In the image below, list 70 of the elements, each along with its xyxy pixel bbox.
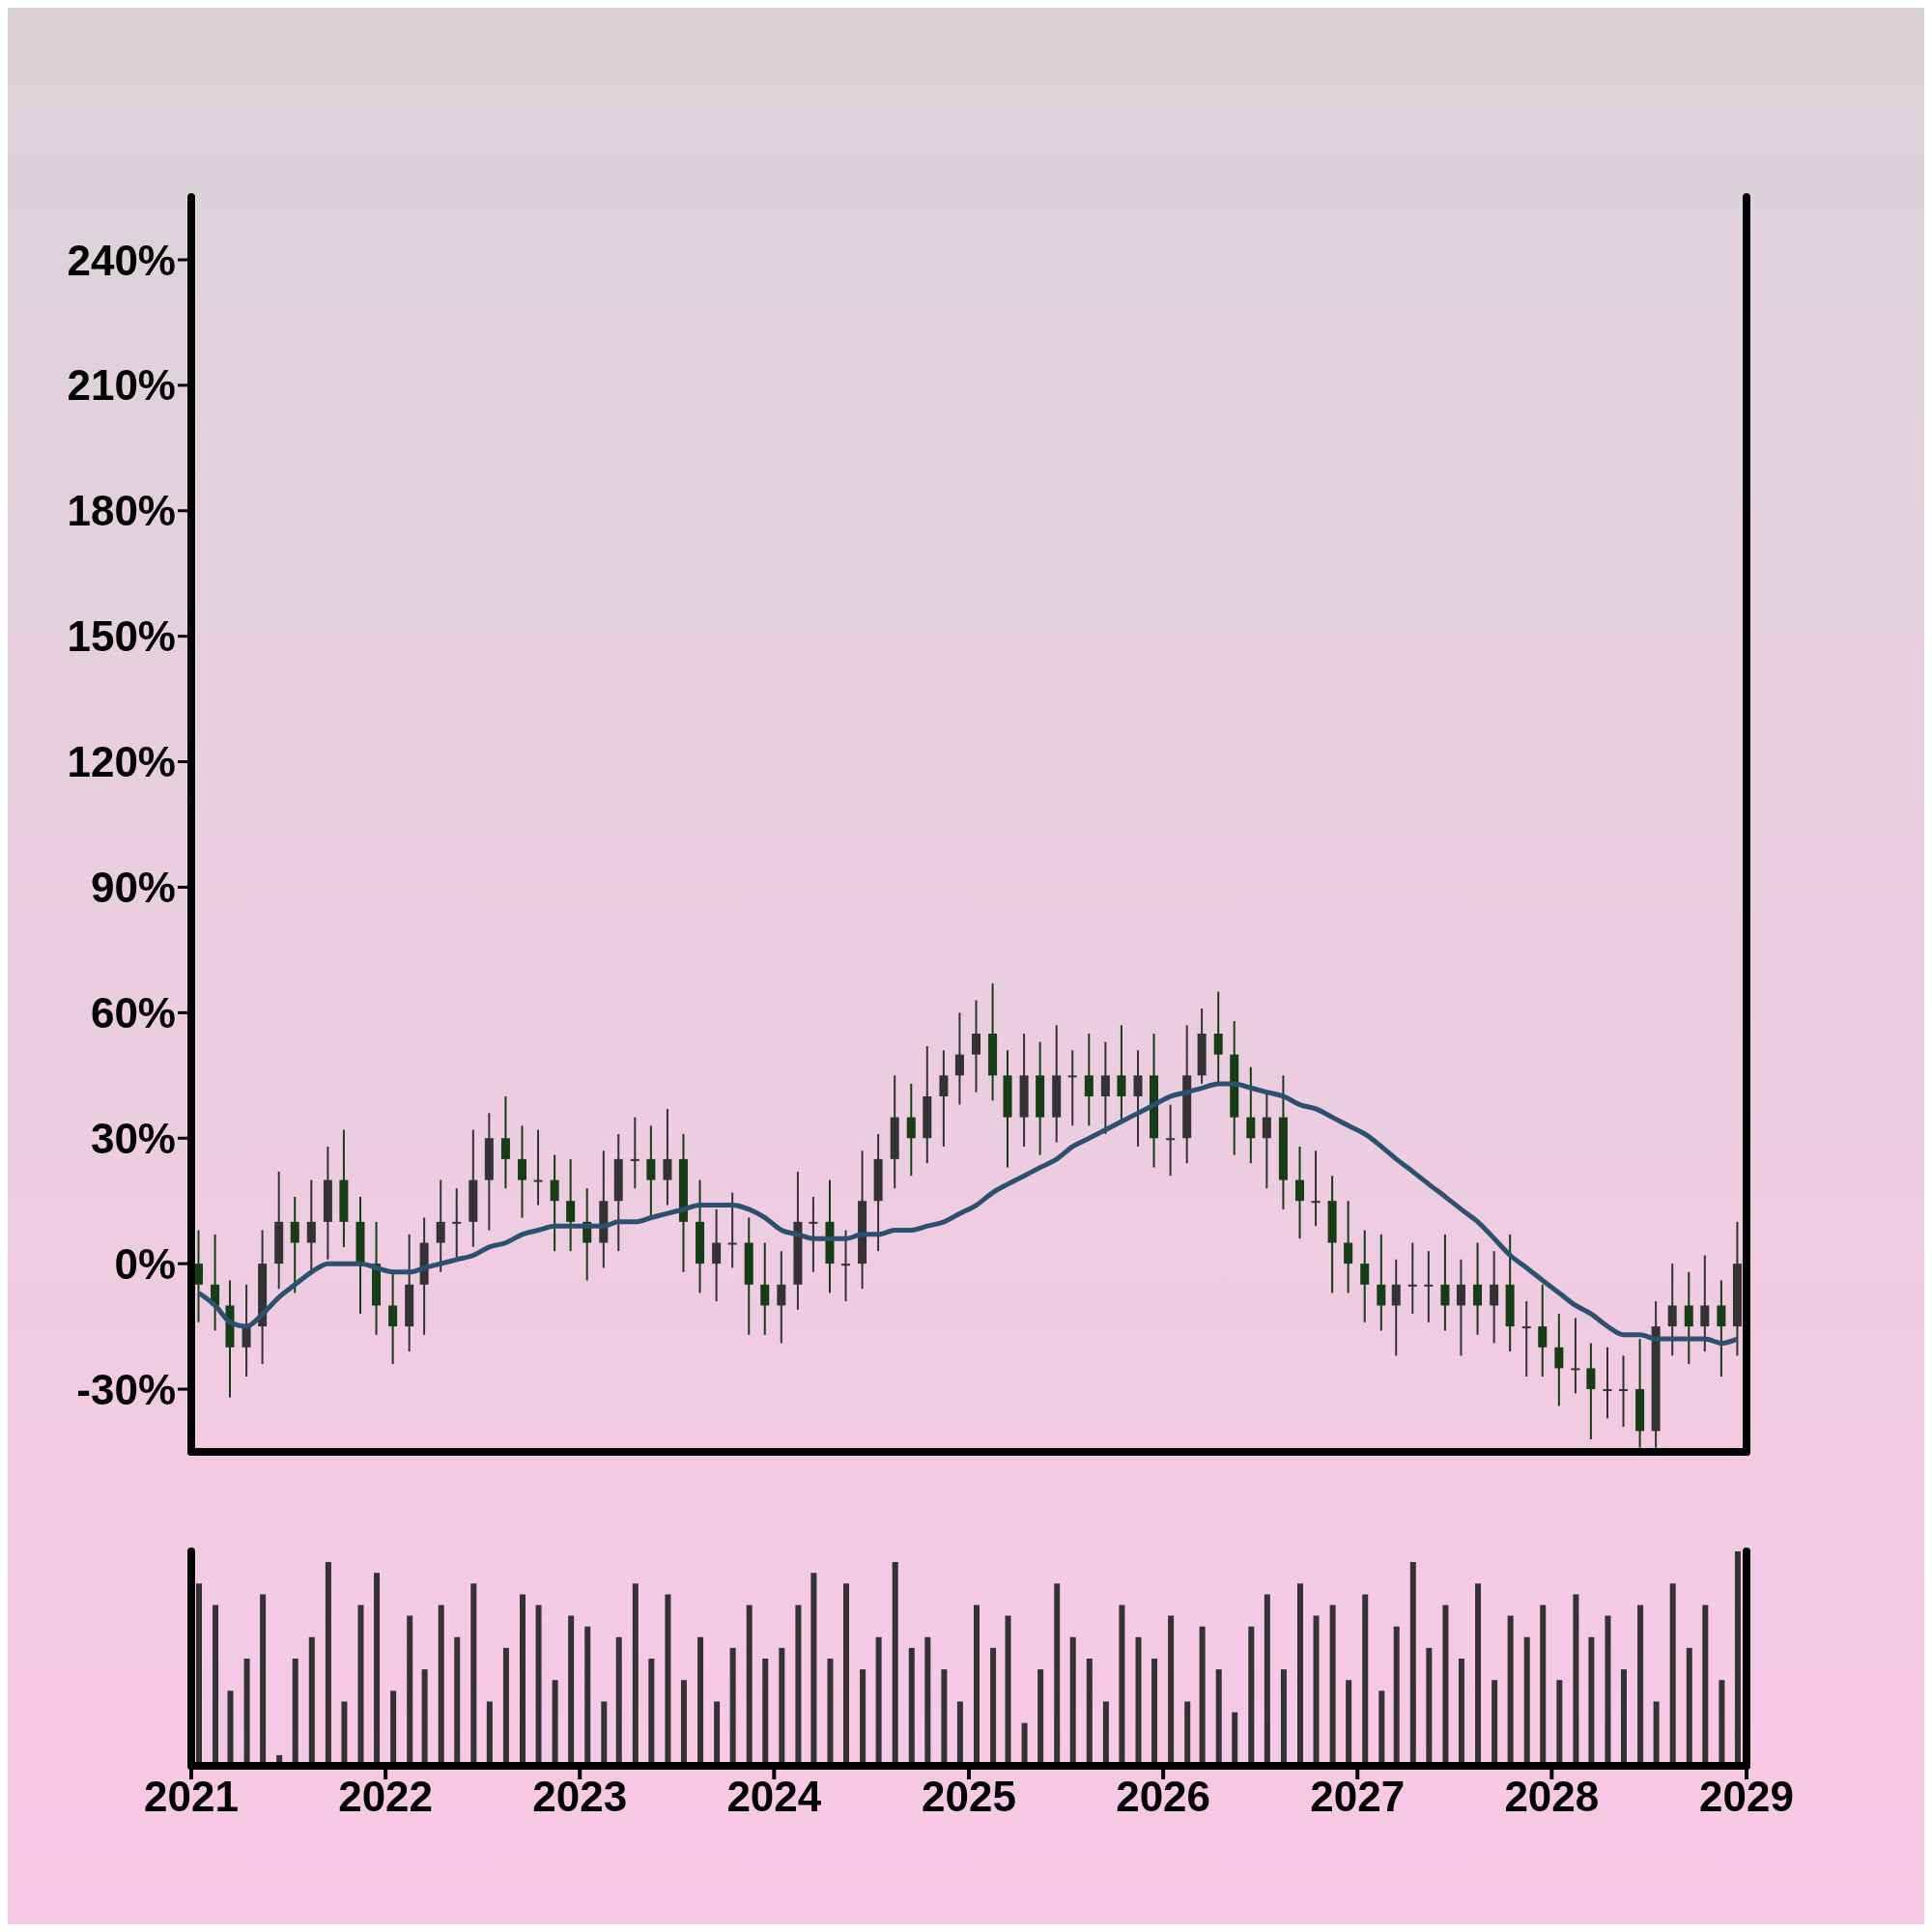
candlestick [1311,1150,1321,1228]
candlestick [841,1229,851,1303]
y-tick-label: 30% [90,1114,176,1162]
x-tick-label: 2024 [726,1773,822,1821]
y-tick-label: 240% [67,236,176,284]
y-tick-label: 0% [114,1239,176,1288]
candlestick [1391,1258,1401,1357]
candlestick [1360,1229,1370,1323]
candlestick [550,1153,559,1253]
candlestick [500,1094,510,1190]
candlestick [1246,1065,1256,1165]
x-tick-label: 2027 [1310,1773,1406,1821]
candlestick [1554,1313,1564,1407]
candlestick [1456,1258,1465,1357]
candlestick [1100,1040,1110,1135]
candlestick [1344,1200,1353,1294]
y-tick-label: 60% [90,988,176,1037]
candlestick [1619,1354,1629,1429]
candlestick [760,1241,770,1336]
x-tick-label: 2026 [1116,1773,1211,1821]
candlestick [972,999,980,1094]
candlestick [906,1082,916,1178]
candlestick [1571,1317,1580,1395]
candlestick [630,1116,639,1190]
y-tick-label: 210% [67,361,176,410]
candlestick [242,1283,251,1378]
candlestick [566,1157,576,1253]
y-tick-label: 120% [67,738,176,786]
candlestick [1667,1263,1677,1357]
y-tick-label: 180% [67,487,176,535]
candlestick [436,1179,445,1273]
candlestick [1407,1241,1417,1316]
candlestick [1213,990,1223,1085]
candlestick [1700,1254,1710,1353]
candlestick [1133,1049,1143,1148]
candlestick [290,1195,299,1294]
candlestick [1084,1033,1094,1127]
candlestick [1473,1241,1483,1336]
candlestick [727,1191,737,1269]
candlestick [1440,1233,1450,1332]
candlestick [1521,1300,1531,1378]
candlestick [1490,1250,1499,1345]
candlestick [194,1229,203,1323]
y-tick-label: 90% [90,864,176,912]
y-tick-label: 150% [67,612,176,661]
candlestick [954,1011,964,1106]
x-tick-label: 2028 [1504,1773,1600,1821]
candlestick [1586,1342,1596,1441]
candlestick [533,1128,543,1207]
candlestick [1717,1279,1726,1378]
x-tick-label: 2022 [338,1773,434,1821]
x-tick-label: 2021 [144,1773,239,1821]
candlestick [1166,1103,1176,1178]
candlestick [712,1208,722,1303]
x-tick-label: 2025 [922,1773,1016,1821]
x-tick-label: 2029 [1699,1773,1794,1821]
candlestick [809,1195,818,1273]
candlestick [939,1049,949,1148]
x-tick-label: 2023 [532,1773,628,1821]
candlestick [1424,1250,1434,1323]
candlestick [1377,1233,1386,1332]
candlestick [1538,1283,1548,1378]
candlestick [1684,1270,1693,1366]
y-tick-label: -30% [76,1365,176,1413]
candlestick [1295,1145,1304,1240]
candlestick [1603,1346,1612,1420]
candlestick [518,1124,526,1219]
candlestick [663,1107,672,1207]
candlestick [777,1250,786,1345]
candlestick [1067,1049,1077,1127]
